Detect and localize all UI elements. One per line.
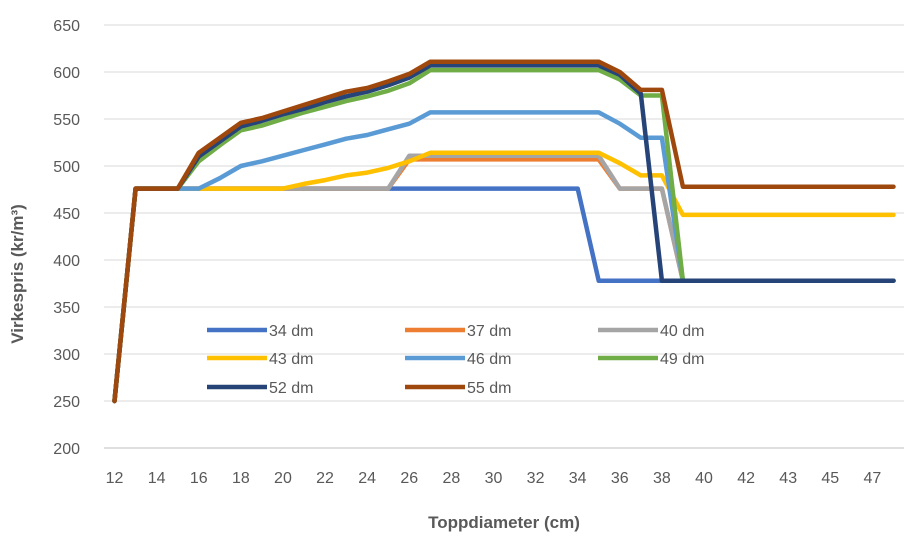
legend-label: 49 dm <box>660 351 704 368</box>
x-tick-label: 47 <box>864 470 882 487</box>
x-axis-title: Toppdiameter (cm) <box>428 513 580 532</box>
legend-label: 34 dm <box>269 323 313 340</box>
y-tick-label: 650 <box>53 18 80 35</box>
y-tick-label: 250 <box>53 394 80 411</box>
x-tick-label: 36 <box>611 470 629 487</box>
x-tick-label: 20 <box>274 470 292 487</box>
x-tick-label: 28 <box>442 470 460 487</box>
x-tick-label: 45 <box>821 470 839 487</box>
x-tick-label: 30 <box>485 470 503 487</box>
y-axis-title: Virkespris (kr/m³) <box>8 204 27 344</box>
x-tick-label: 32 <box>527 470 545 487</box>
y-tick-label: 500 <box>53 159 80 176</box>
x-axis-ticks: 1214161820222426283032343638404243454749 <box>106 470 882 487</box>
x-tick-label: 42 <box>737 470 755 487</box>
y-tick-label: 400 <box>53 253 80 270</box>
series-line-43-dm <box>112 150 896 404</box>
x-tick-label: 24 <box>358 470 376 487</box>
x-tick-label: 38 <box>653 470 671 487</box>
x-tick-label: 18 <box>232 470 250 487</box>
y-tick-label: 600 <box>53 65 80 82</box>
y-tick-label: 550 <box>53 112 80 129</box>
x-tick-label: 43 <box>779 470 797 487</box>
y-tick-label: 200 <box>53 441 80 458</box>
legend-label: 37 dm <box>467 323 511 340</box>
x-tick-label: 34 <box>569 470 587 487</box>
legend-label: 46 dm <box>467 351 511 368</box>
legend-label: 40 dm <box>660 323 704 340</box>
legend-label: 43 dm <box>269 351 313 368</box>
series-line-55-dm <box>112 59 896 404</box>
y-tick-label: 300 <box>53 347 80 364</box>
x-tick-label: 26 <box>400 470 418 487</box>
x-tick-label: 14 <box>148 470 166 487</box>
x-tick-label: 22 <box>316 470 334 487</box>
legend-label: 55 dm <box>467 380 511 397</box>
series-line-52-dm <box>112 63 896 404</box>
y-axis-ticks: 200 250 300 350 400 450 500 550 600 650 <box>53 18 80 458</box>
series-lines <box>112 59 896 404</box>
y-tick-label: 350 <box>53 300 80 317</box>
legend-label: 52 dm <box>269 380 313 397</box>
x-tick-label: 12 <box>106 470 124 487</box>
legend: 34 dm 37 dm 40 dm 43 dm 46 dm 49 dm 52 dm 55 dm <box>207 323 704 397</box>
y-tick-label: 450 <box>53 206 80 223</box>
series-line-34-dm <box>112 186 896 404</box>
x-tick-label: 40 <box>695 470 713 487</box>
x-tick-label: 16 <box>190 470 208 487</box>
